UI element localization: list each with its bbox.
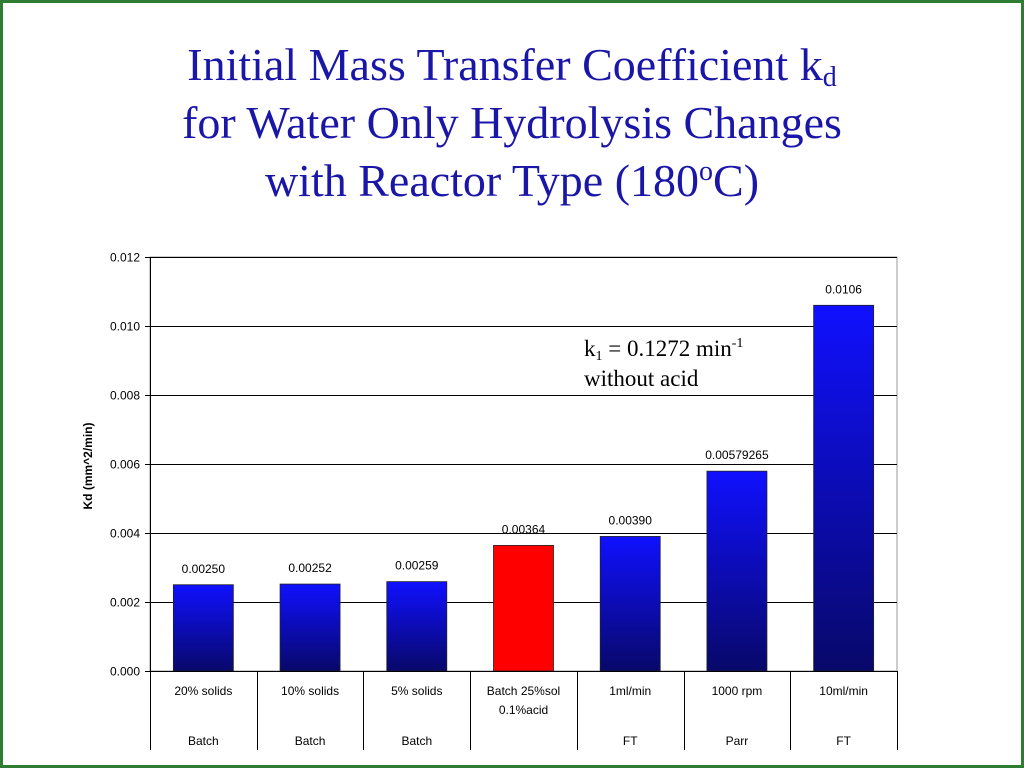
annotation-k-subscript: 1: [595, 349, 603, 364]
category-sublabel-4: 0.1%acid: [499, 703, 548, 717]
rate-constant-annotation: k1 = 0.1272 min-1 without acid: [584, 334, 743, 394]
y-tick-label: 0.010: [110, 320, 140, 334]
bar-4: [493, 545, 554, 672]
grid-lines: [149, 256, 898, 672]
title-superscript: o: [699, 156, 714, 187]
y-tick-label: 0.004: [110, 527, 140, 541]
data-label-7: 0.0106: [825, 282, 862, 296]
data-label-5: 0.00390: [609, 513, 653, 527]
axes: [145, 257, 898, 750]
title-line-3: with Reactor Type (180oC): [0, 152, 1024, 210]
category-label-7: 10ml/min: [819, 684, 868, 698]
y-tick-label: 0.000: [110, 665, 140, 679]
title-line-3-end: C): [713, 155, 760, 206]
title-line-2: for Water Only Hydrolysis Changes: [182, 97, 842, 148]
y-tick-label: 0.002: [110, 596, 140, 610]
annotation-line-1: k1 = 0.1272 min-1: [584, 334, 743, 364]
slide-title: Initial Mass Transfer Coefficient kd for…: [0, 36, 1024, 210]
title-line-1: Initial Mass Transfer Coefficient kd: [0, 36, 1024, 94]
bar-2: [279, 583, 341, 672]
bar-5: [599, 536, 661, 672]
data-label-1: 0.00250: [182, 562, 226, 576]
category-group-2: Batch: [295, 734, 326, 748]
category-label-2: 10% solids: [281, 684, 339, 698]
y-tick-label: 0.008: [110, 389, 140, 403]
category-group-3: Batch: [401, 734, 432, 748]
annotation-k-value: = 0.1272 min: [602, 336, 732, 361]
category-group-7: FT: [836, 734, 851, 748]
category-group-6: Parr: [726, 734, 749, 748]
y-axis-label: Kd (mm^2/min): [81, 422, 95, 509]
bar-6: [706, 470, 768, 672]
bar-1: [172, 584, 234, 672]
category-label-1: 20% solids: [174, 684, 232, 698]
category-label-5: 1ml/min: [609, 684, 651, 698]
title-subscript: d: [822, 62, 837, 93]
bars: [172, 304, 875, 672]
category-group-5: FT: [623, 734, 638, 748]
data-label-2: 0.00252: [288, 561, 332, 575]
data-label-3: 0.00259: [395, 559, 439, 573]
bar-7: [813, 304, 875, 672]
title-line-3-text: with Reactor Type (180: [264, 155, 700, 206]
data-label-6: 0.00579265: [705, 448, 769, 462]
labels: 0.000 0.002 0.004 0.006 0.008 0.010 0.012 0.002…: [110, 251, 868, 749]
category-label-4: Batch 25%sol: [487, 684, 560, 698]
annotation-k-symbol: k: [584, 336, 596, 361]
bar-3: [386, 581, 448, 672]
annotation-line-2: without acid: [584, 366, 699, 391]
category-label-6: 1000 rpm: [712, 684, 763, 698]
data-label-4: 0.00364: [502, 522, 546, 536]
category-group-1: Batch: [188, 734, 219, 748]
y-tick-label: 0.006: [110, 458, 140, 472]
title-line-1-text: Initial Mass Transfer Coefficient k: [187, 39, 823, 90]
y-tick-label: 0.012: [110, 251, 140, 265]
category-label-3: 5% solids: [391, 684, 442, 698]
annotation-k-superscript: -1: [731, 336, 744, 351]
